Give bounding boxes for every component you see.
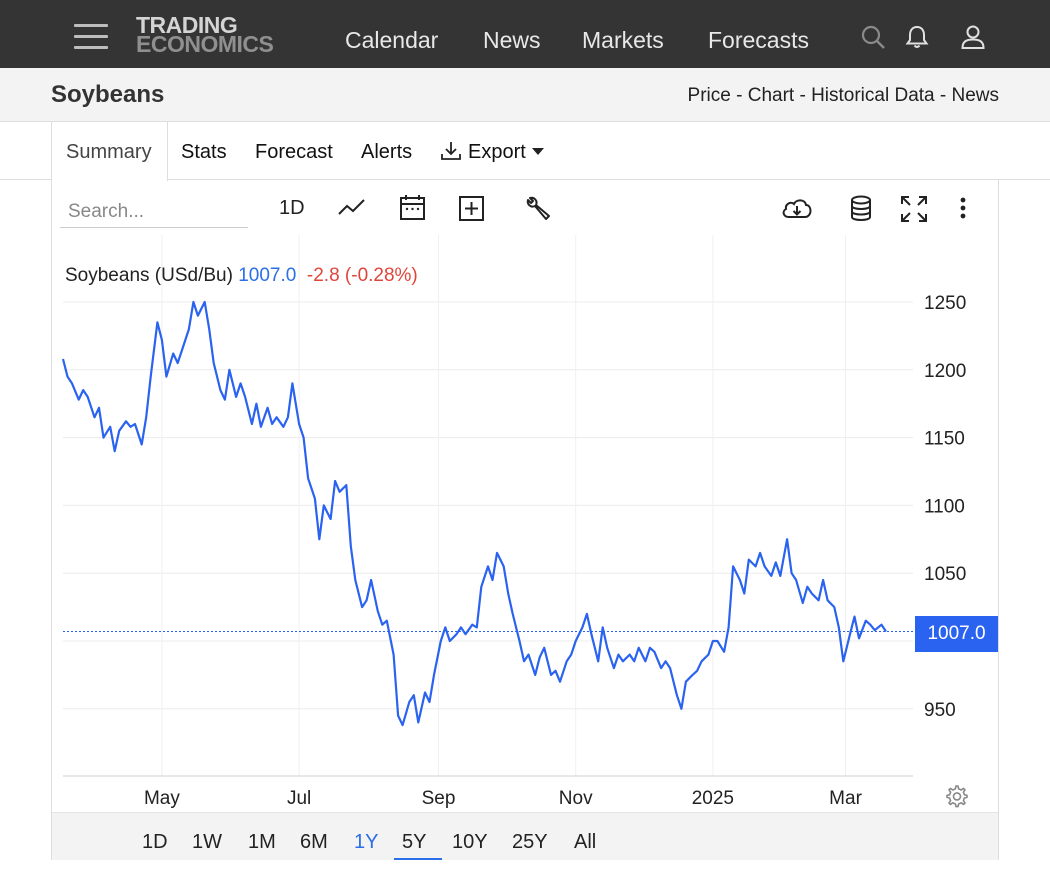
range-5y[interactable]: 5Y (402, 831, 427, 853)
x-tick-label: Nov (559, 788, 593, 809)
range-10y[interactable]: 10Y (452, 831, 488, 853)
fullscreen-icon[interactable] (900, 194, 928, 224)
current-price-tag: 1007.0 (915, 616, 998, 652)
y-axis-labels: 950 1050 1100 1150 1200 1250 (924, 293, 966, 721)
tab-export-label: Export (468, 141, 526, 163)
nav-link-news[interactable]: News (483, 27, 541, 53)
logo-line-1: TRADING (136, 12, 238, 38)
search-icon[interactable] (860, 24, 886, 50)
search-input[interactable] (60, 196, 248, 228)
bell-icon[interactable] (904, 24, 930, 50)
page-title: Soybeans (51, 81, 165, 108)
interval-button[interactable]: 1D (279, 197, 305, 219)
tab-forecast[interactable]: Forecast (255, 141, 333, 163)
gear-icon[interactable] (944, 784, 968, 808)
x-axis-labels: May Jul Sep Nov 2025 Mar (144, 788, 863, 809)
chart-legend: Soybeans (USd/Bu) 1007.0 -2.8 (-0.28%) (65, 265, 418, 287)
add-indicator-icon[interactable] (458, 194, 486, 224)
range-1w[interactable]: 1W (192, 831, 222, 853)
logo-line-2: ECONOMICS (136, 31, 274, 57)
nav-link-calendar[interactable]: Calendar (345, 27, 439, 53)
user-icon[interactable] (960, 24, 986, 50)
range-1m[interactable]: 1M (248, 831, 276, 853)
range-1y[interactable]: 1Y (354, 831, 379, 853)
y-tick-label: 1200 (924, 361, 966, 382)
y-tick-label: 1150 (924, 429, 965, 450)
series-line-soybeans (61, 300, 887, 727)
wrench-icon[interactable] (524, 194, 552, 224)
nav-link-forecasts[interactable]: Forecasts (708, 27, 809, 53)
legend-last-value: 1007.0 (238, 265, 297, 286)
range-6m[interactable]: 6M (300, 831, 328, 853)
tab-export[interactable]: Export (440, 141, 544, 164)
menu-icon[interactable] (74, 24, 108, 50)
legend-series-name: Soybeans (USd/Bu) (65, 265, 233, 286)
caret-down-icon (532, 148, 544, 155)
more-options-icon[interactable] (956, 194, 970, 224)
x-tick-label: May (144, 788, 180, 809)
x-tick-label: Sep (422, 788, 456, 809)
cloud-download-icon[interactable] (780, 194, 814, 224)
nav-link-markets[interactable]: Markets (582, 27, 664, 53)
y-tick-label: 1050 (924, 564, 966, 585)
range-selector: 1D 1W 1M 6M 1Y 5Y 10Y 25Y All (52, 812, 998, 860)
y-tick-label: 1100 (924, 496, 965, 517)
tab-stats[interactable]: Stats (181, 141, 227, 163)
x-tick-label: Mar (829, 788, 862, 809)
top-navbar: TRADING ECONOMICS Calendar News Markets … (0, 0, 1050, 68)
calendar-icon[interactable] (399, 194, 427, 224)
x-tick-label: Jul (287, 788, 311, 809)
title-bar: Soybeans Price - Chart - Historical Data… (0, 68, 1050, 122)
range-25y[interactable]: 25Y (512, 831, 548, 853)
line-chart-icon[interactable] (338, 194, 366, 224)
tab-summary[interactable]: Summary (51, 122, 168, 181)
logo[interactable]: TRADING ECONOMICS (136, 12, 274, 57)
range-1d[interactable]: 1D (142, 831, 168, 853)
x-tick-label: 2025 (692, 788, 734, 809)
tab-bar: Summary Stats Forecast Alerts Export (0, 122, 1050, 181)
breadcrumb[interactable]: Price - Chart - Historical Data - News (687, 85, 999, 106)
y-tick-label: 950 (924, 700, 956, 721)
y-tick-label: 1250 (924, 293, 966, 314)
range-all[interactable]: All (574, 831, 597, 853)
legend-change: -2.8 (-0.28%) (306, 265, 418, 286)
database-icon[interactable] (848, 194, 874, 224)
active-range-indicator (394, 858, 442, 860)
tab-alerts[interactable]: Alerts (361, 141, 413, 163)
download-icon (441, 142, 461, 160)
